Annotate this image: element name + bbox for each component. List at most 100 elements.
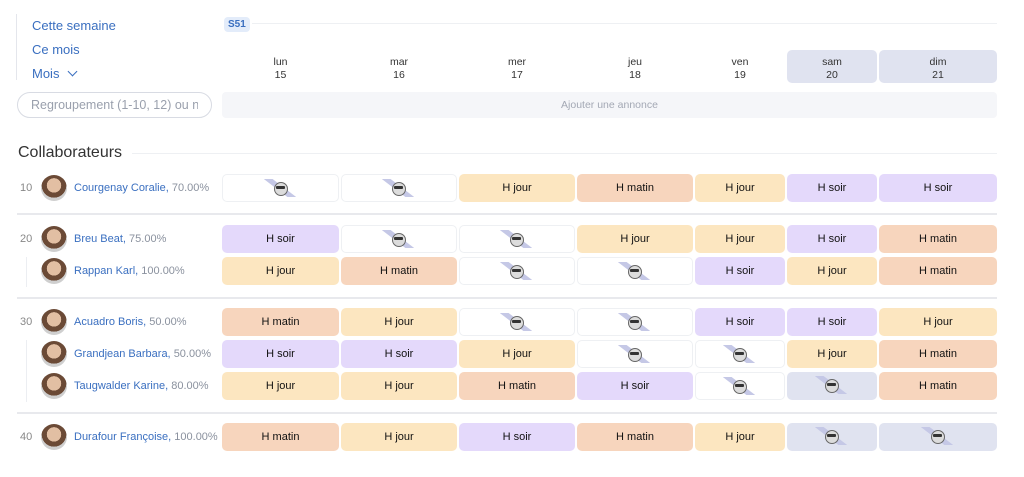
shift-cell-jour[interactable]: H jour bbox=[341, 423, 457, 451]
employee-name[interactable]: Courgenay Coralie, 70.00% bbox=[74, 182, 210, 194]
group-search-input[interactable] bbox=[17, 92, 212, 118]
shift-cell-off[interactable] bbox=[459, 225, 575, 253]
shift-cell-off[interactable] bbox=[341, 174, 457, 202]
add-announcement-button[interactable]: Ajouter une annonce bbox=[222, 92, 997, 118]
group-number: 40 bbox=[20, 431, 33, 443]
group-separator bbox=[17, 412, 997, 414]
shift-cell-off[interactable] bbox=[577, 308, 693, 336]
shift-cell-matin[interactable]: H matin bbox=[879, 257, 997, 285]
day-number: 16 bbox=[393, 69, 405, 81]
shift-cell-off[interactable] bbox=[879, 423, 997, 451]
shift-cell-off[interactable] bbox=[787, 423, 877, 451]
employee-name[interactable]: Breu Beat, 75.00% bbox=[74, 233, 167, 245]
shift-cell-off[interactable] bbox=[577, 257, 693, 285]
shift-cell-matin[interactable]: H matin bbox=[341, 257, 457, 285]
employee-name[interactable]: Taugwalder Karine, 80.00% bbox=[74, 380, 209, 392]
shift-cell-soir[interactable]: H soir bbox=[222, 225, 339, 253]
shift-cell-off[interactable] bbox=[459, 308, 575, 336]
shift-cell-jour[interactable]: H jour bbox=[787, 340, 877, 368]
shift-cell-off[interactable] bbox=[787, 372, 877, 400]
shift-cell-off[interactable] bbox=[459, 257, 575, 285]
day-header-dim: dim 21 bbox=[879, 50, 997, 83]
shift-cell-jour[interactable]: H jour bbox=[459, 174, 575, 202]
shift-cell-jour[interactable]: H jour bbox=[879, 308, 997, 336]
day-header-jeu: jeu 18 bbox=[577, 50, 693, 83]
avatar bbox=[41, 424, 67, 450]
sunglasses-smiley-icon bbox=[731, 378, 749, 396]
shift-cell-soir[interactable]: H soir bbox=[695, 257, 785, 285]
sunglasses-smiley-icon bbox=[626, 263, 644, 281]
shift-cell-matin[interactable]: H matin bbox=[577, 174, 693, 202]
employee-name[interactable]: Grandjean Barbara, 50.00% bbox=[74, 348, 211, 360]
employee-name[interactable]: Rappan Karl, 100.00% bbox=[74, 265, 185, 277]
day-header-sam: sam 20 bbox=[787, 50, 877, 83]
shift-cell-matin[interactable]: H matin bbox=[879, 372, 997, 400]
shift-cell-soir[interactable]: H soir bbox=[787, 174, 877, 202]
shift-cell-soir[interactable]: H soir bbox=[879, 174, 997, 202]
shift-cell-jour[interactable]: H jour bbox=[222, 372, 339, 400]
group-number: 20 bbox=[20, 233, 33, 245]
day-name: mar bbox=[389, 56, 409, 68]
shift-cell-off[interactable] bbox=[695, 372, 785, 400]
this-week-link[interactable]: Cette semaine bbox=[32, 18, 116, 33]
shift-cell-off[interactable] bbox=[222, 174, 339, 202]
shift-cell-jour[interactable]: H jour bbox=[341, 308, 457, 336]
shift-cell-off[interactable] bbox=[577, 340, 693, 368]
shift-cell-matin[interactable]: H matin bbox=[459, 372, 575, 400]
shift-cell-matin[interactable]: H matin bbox=[879, 340, 997, 368]
section-title: Collaborateurs bbox=[18, 144, 123, 161]
day-number: 21 bbox=[932, 69, 944, 81]
shift-cell-soir[interactable]: H soir bbox=[787, 225, 877, 253]
shift-cell-jour[interactable]: H jour bbox=[577, 225, 693, 253]
shift-cell-soir[interactable]: H soir bbox=[459, 423, 575, 451]
shift-cell-jour[interactable]: H jour bbox=[341, 372, 457, 400]
sunglasses-smiley-icon bbox=[731, 346, 749, 364]
week-badge: S51 bbox=[224, 17, 250, 32]
shift-cell-jour[interactable]: H jour bbox=[695, 423, 785, 451]
shift-cell-jour[interactable]: H jour bbox=[695, 225, 785, 253]
employee-name[interactable]: Durafour Françoise, 100.00% bbox=[74, 431, 218, 443]
sunglasses-smiley-icon bbox=[390, 231, 408, 249]
divider bbox=[132, 153, 997, 154]
sunglasses-smiley-icon bbox=[823, 377, 841, 395]
employee-name[interactable]: Acuadro Boris, 50.00% bbox=[74, 316, 187, 328]
shift-cell-jour[interactable]: H jour bbox=[787, 257, 877, 285]
shift-cell-off[interactable] bbox=[695, 340, 785, 368]
shift-cell-jour[interactable]: H jour bbox=[459, 340, 575, 368]
divider bbox=[252, 23, 997, 24]
shift-cell-matin[interactable]: H matin bbox=[222, 308, 339, 336]
this-month-link[interactable]: Ce mois bbox=[32, 42, 80, 57]
shift-cell-soir[interactable]: H soir bbox=[787, 308, 877, 336]
chevron-down-icon bbox=[68, 66, 78, 77]
shift-cell-soir[interactable]: H soir bbox=[695, 308, 785, 336]
employment-rate: 100.00% bbox=[174, 431, 218, 443]
shift-cell-matin[interactable]: H matin bbox=[222, 423, 339, 451]
shift-cell-jour[interactable]: H jour bbox=[695, 174, 785, 202]
group-separator bbox=[17, 213, 997, 215]
avatar bbox=[41, 341, 67, 367]
group-line bbox=[26, 257, 27, 287]
avatar bbox=[41, 226, 67, 252]
day-header-ven: ven 19 bbox=[695, 50, 785, 83]
shift-cell-off[interactable] bbox=[341, 225, 457, 253]
shift-cell-matin[interactable]: H matin bbox=[879, 225, 997, 253]
sunglasses-smiley-icon bbox=[626, 346, 644, 364]
shift-cell-jour[interactable]: H jour bbox=[222, 257, 339, 285]
sunglasses-smiley-icon bbox=[929, 428, 947, 446]
shift-cell-soir[interactable]: H soir bbox=[341, 340, 457, 368]
day-name: mer bbox=[507, 56, 527, 68]
employment-rate: 50.00% bbox=[173, 348, 211, 360]
shift-cell-matin[interactable]: H matin bbox=[577, 423, 693, 451]
month-dropdown[interactable]: Mois bbox=[32, 66, 78, 81]
sunglasses-smiley-icon bbox=[508, 314, 526, 332]
group-number: 30 bbox=[20, 316, 33, 328]
shift-cell-soir[interactable]: H soir bbox=[222, 340, 339, 368]
sunglasses-smiley-icon bbox=[272, 180, 290, 198]
day-name: jeu bbox=[627, 56, 642, 68]
shift-cell-soir[interactable]: H soir bbox=[577, 372, 693, 400]
employment-rate: 70.00% bbox=[171, 182, 210, 194]
group-line bbox=[26, 340, 27, 402]
sunglasses-smiley-icon bbox=[508, 231, 526, 249]
period-nav: Cette semaine Ce mois Mois bbox=[16, 14, 116, 81]
group-separator bbox=[17, 297, 997, 299]
